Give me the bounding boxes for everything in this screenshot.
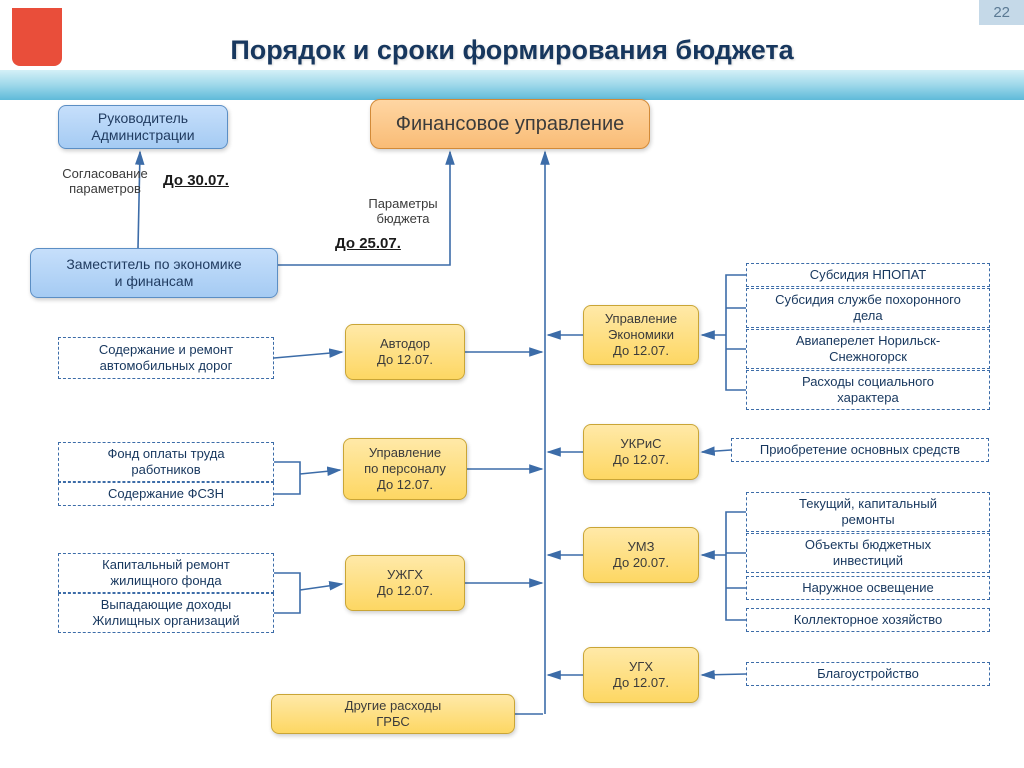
page-title: Порядок и сроки формирования бюджета (0, 35, 1024, 66)
page-number: 22 (979, 0, 1024, 25)
node-fot: Фонд оплаты трудаработников (58, 442, 274, 482)
deadline-2507: До 25.07. (335, 235, 401, 252)
node-avtodor: АвтодорДо 12.07. (345, 324, 465, 380)
node-current-rep: Текущий, капитальныйремонты (746, 492, 990, 532)
node-avia: Авиаперелет Норильск-Снежногорск (746, 329, 990, 369)
node-social: Расходы социальногохарактера (746, 370, 990, 410)
node-economy: УправлениеЭкономикиДо 12.07. (583, 305, 699, 365)
node-vypad: Выпадающие доходыЖилищных организаций (58, 593, 274, 633)
node-fszn: Содержание ФСЗН (58, 482, 274, 506)
node-land: Благоустройство (746, 662, 990, 686)
node-collector: Коллекторное хозяйство (746, 608, 990, 632)
node-other: Другие расходыГРБС (271, 694, 515, 734)
node-invest: Объекты бюджетныхинвестиций (746, 533, 990, 573)
note-budget-params: Параметрыбюджета (353, 196, 453, 226)
node-umz: УМЗДо 20.07. (583, 527, 699, 583)
node-kaprem: Капитальный ремонтжилищного фонда (58, 553, 274, 593)
note-approval: Согласованиепараметров (50, 166, 160, 196)
node-npopat: Субсидия НПОПАТ (746, 263, 990, 287)
node-roads: Содержание и ремонтавтомобильных дорог (58, 337, 274, 379)
node-deputy: Заместитель по экономикеи финансам (30, 248, 278, 298)
node-finance: Финансовое управление (370, 99, 650, 149)
node-uzhgkh: УЖГХДо 12.07. (345, 555, 465, 611)
node-admin-head: РуководительАдминистрации (58, 105, 228, 149)
node-personnel: Управлениепо персоналуДо 12.07. (343, 438, 467, 500)
deadline-3007: До 30.07. (163, 172, 229, 189)
node-ukris: УКРиСДо 12.07. (583, 424, 699, 480)
node-assets: Приобретение основных средств (731, 438, 989, 462)
node-ugh: УГХДо 12.07. (583, 647, 699, 703)
node-funeral: Субсидия службе похоронногодела (746, 288, 990, 328)
node-lighting: Наружное освещение (746, 576, 990, 600)
